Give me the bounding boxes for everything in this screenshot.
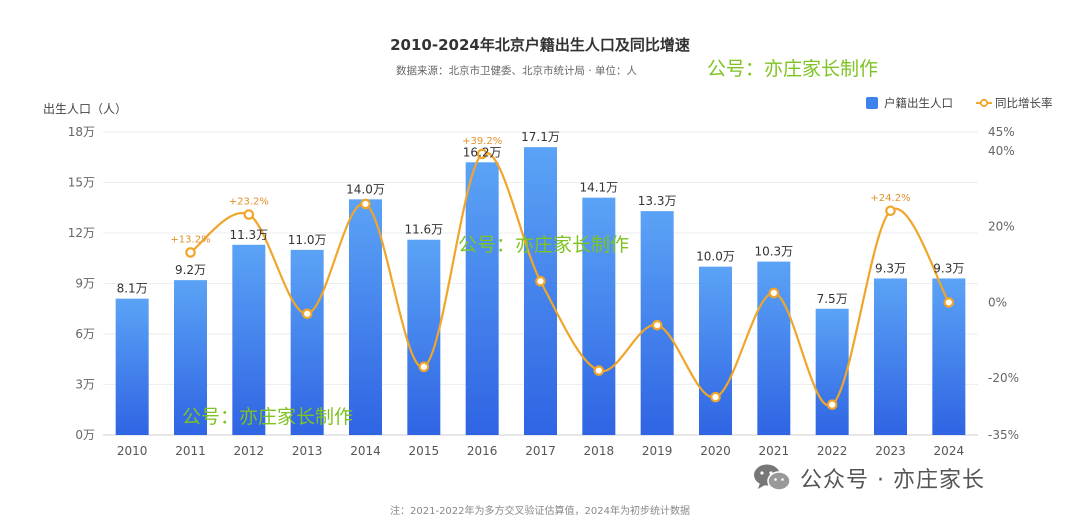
growth-value-label: +24.2%	[870, 193, 910, 204]
bar	[465, 162, 499, 436]
bar-value-label: 16.2万	[463, 145, 502, 159]
x-tick-label: 2015	[409, 444, 440, 458]
bar-value-label: 11.0万	[288, 233, 327, 247]
x-tick-label: 2013	[292, 444, 323, 458]
bar	[815, 308, 849, 435]
chart-subtitle: 数据来源：北京市卫健委、北京市统计局 · 单位：人	[396, 65, 638, 77]
x-tick-label: 2016	[467, 444, 498, 458]
growth-value-label: +13.2%	[170, 234, 210, 245]
bar-value-label: 8.1万	[117, 282, 148, 296]
watermark-middle: 公号：亦庄家长制作	[458, 234, 630, 256]
legend-line-label: 同比增长率	[995, 96, 1053, 110]
growth-point	[885, 205, 896, 217]
bar	[232, 244, 266, 435]
x-tick-label: 2012	[234, 444, 265, 458]
bar	[115, 298, 149, 435]
x-tick-label: 2017	[525, 444, 556, 458]
growth-point	[243, 209, 255, 220]
bar	[874, 278, 907, 435]
y-tick-label: 18万	[68, 125, 95, 139]
bar-value-label: 9.2万	[175, 263, 206, 277]
bar-value-label: 14.0万	[346, 182, 385, 196]
brand-text: 公众号 · 亦庄家长	[800, 468, 985, 493]
bar	[582, 197, 616, 435]
watermark-top: 公号：亦庄家长制作	[707, 58, 879, 80]
growth-point	[593, 365, 605, 376]
growth-point	[651, 319, 663, 331]
growth-point	[360, 198, 371, 210]
growth-point	[185, 247, 196, 258]
growth-value-label: +23.2%	[229, 197, 269, 208]
x-tick-label: 2014	[350, 444, 381, 458]
y2-tick-label: 0%	[988, 295, 1007, 309]
wechat-icon	[754, 464, 791, 491]
brand-badge: 公众号 · 亦庄家长	[752, 462, 985, 494]
y-tick-label: 0万	[75, 428, 95, 442]
bar-value-label: 10.0万	[696, 250, 735, 264]
y2-tick-label: 20%	[988, 220, 1015, 234]
x-tick-label: 2018	[584, 444, 615, 458]
y2-tick-label: -35%	[988, 428, 1019, 442]
bar-value-label: 14.1万	[579, 181, 618, 195]
legend-bar-label: 户籍出生人口	[884, 96, 953, 110]
legend-bar-swatch	[866, 97, 878, 109]
x-tick-label: 2010	[117, 444, 148, 458]
bar	[290, 249, 324, 435]
x-tick-label: 2019	[642, 444, 673, 458]
bar	[174, 280, 207, 435]
growth-value-label: +39.2%	[462, 136, 502, 147]
bar-value-label: 9.3万	[875, 261, 906, 275]
bar-value-label: 10.3万	[754, 245, 793, 259]
y-tick-label: 3万	[75, 378, 95, 392]
y-tick-label: 15万	[68, 176, 95, 190]
x-tick-label: 2021	[759, 444, 790, 458]
growth-point	[710, 391, 721, 403]
x-tick-label: 2020	[700, 444, 731, 458]
bar	[757, 261, 791, 435]
growth-point	[535, 275, 546, 287]
bar	[524, 147, 557, 435]
chart-title: 2010-2024年北京户籍出生人口及同比增速	[390, 36, 690, 54]
bar-value-label: 11.3万	[229, 228, 268, 242]
x-tick-label: 2024	[934, 444, 965, 458]
chart-area: 0万 3万 6万 9万 12万 15万 18万 45% 40% 20% 0% -20% -35% 出生人口…	[43, 96, 1053, 458]
bar-value-label: 7.5万	[817, 292, 848, 306]
bar-value-label: 13.3万	[638, 194, 677, 208]
x-tick-label: 2023	[875, 444, 906, 458]
x-tick-label: 2022	[817, 444, 848, 458]
bar	[699, 266, 732, 435]
y-tick-label: 9万	[75, 277, 95, 291]
growth-point	[418, 361, 430, 373]
bar	[407, 239, 441, 435]
y-axis-label: 出生人口（人）	[43, 102, 127, 116]
y2-tick-label: 40%	[988, 144, 1015, 158]
y-tick-label: 12万	[68, 226, 95, 240]
bar-value-label: 17.1万	[521, 130, 560, 144]
legend-line-marker	[979, 98, 989, 108]
growth-point	[301, 308, 313, 320]
footnote: 注：2021-2022年为多方交叉验证估算值，2024年为初步统计数据	[390, 506, 690, 517]
bar-value-label: 9.3万	[933, 261, 964, 275]
x-tick-label: 2011	[175, 444, 206, 458]
growth-point	[476, 148, 488, 160]
y-tick-label: 6万	[75, 327, 95, 341]
growth-point	[943, 297, 955, 308]
bar-value-label: 11.6万	[404, 223, 443, 237]
growth-point	[768, 287, 780, 299]
y2-tick-label: 45%	[988, 125, 1015, 139]
watermark-bottom: 公号：亦庄家长制作	[182, 406, 354, 428]
growth-point	[826, 399, 838, 410]
bar	[349, 199, 382, 435]
y2-tick-label: -20%	[988, 371, 1019, 385]
